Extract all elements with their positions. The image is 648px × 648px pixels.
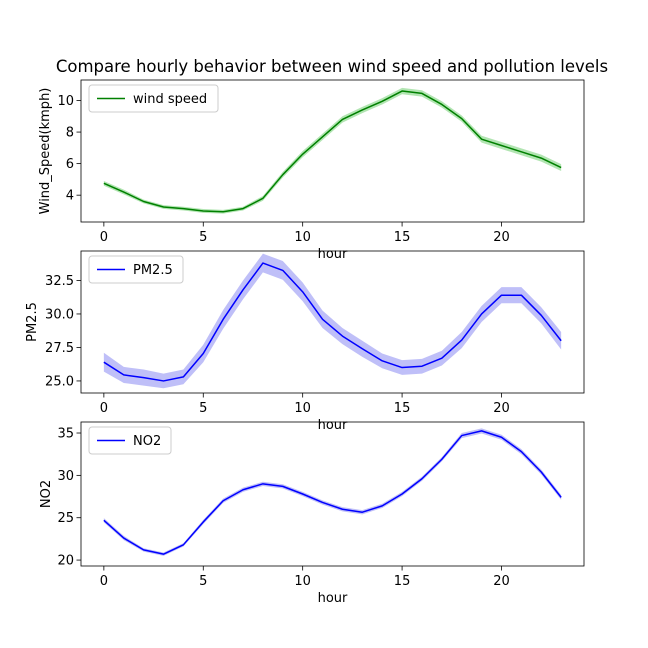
y-tick-label-2-1: 25: [57, 511, 74, 526]
axes-frame-2: [80, 421, 585, 567]
x-tick-label-0-0: 0: [100, 230, 108, 245]
chart-panel-1: 0 5 10 15 20 25.0 27.5 30.0 32.5 hour PM2.5 PM2.5: [25, 250, 585, 433]
y-axis-label-1: PM2.5: [25, 302, 40, 342]
y-tick-label-1-0: 25.0: [45, 374, 74, 389]
x-tick-label-0-1: 5: [199, 230, 207, 245]
x-tick-label-1-4: 20: [493, 401, 510, 416]
legend-label-0-0: wind speed: [133, 92, 207, 107]
series-line-1-0: [103, 262, 562, 382]
legend-label-2-0: NO2: [133, 434, 161, 449]
y-tick-label-2-3: 35: [57, 427, 74, 442]
x-tick-label-2-3: 15: [394, 574, 411, 589]
figure-title: Compare hourly behavior between wind spe…: [56, 57, 608, 76]
y-tick-label-0-1: 6: [66, 157, 74, 172]
axes-frame-1: [80, 250, 585, 394]
y-tick-label-1-2: 30.0: [45, 307, 74, 322]
x-tick-label-2-4: 20: [493, 574, 510, 589]
chart-panel-0: 0 5 10 15 20 4 6 8 10 hour Wind_Speed(kmph) wind sp…: [38, 79, 585, 262]
y-tick-label-2-0: 20: [57, 554, 74, 569]
x-axis-label-0: hour: [318, 247, 348, 262]
y-tick-label-2-2: 30: [57, 469, 74, 484]
legend-box-2: [88, 426, 172, 455]
x-tick-label-2-0: 0: [100, 574, 108, 589]
y-tick-label-1-3: 32.5: [45, 274, 74, 289]
x-axis-label-1: hour: [318, 418, 348, 433]
y-tick-label-0-2: 8: [66, 126, 74, 141]
x-tick-label-1-3: 15: [394, 401, 411, 416]
chart-panel-2: 0 5 10 15 20 20 25 30 35 hour NO2 NO2: [39, 421, 585, 606]
x-tick-label-1-2: 10: [294, 401, 311, 416]
legend-box-1: [88, 255, 184, 284]
series-band-2-0: [103, 428, 562, 556]
y-tick-label-1-1: 27.5: [45, 341, 74, 356]
x-tick-label-0-2: 10: [294, 230, 311, 245]
y-axis-label-0: Wind_Speed(kmph): [38, 88, 53, 215]
legend-box-0: [88, 84, 219, 113]
series-line-2-0: [103, 430, 562, 555]
x-tick-label-2-2: 10: [294, 574, 311, 589]
y-axis-label-2: NO2: [39, 480, 54, 508]
x-tick-label-0-3: 15: [394, 230, 411, 245]
series-line-0-0: [103, 90, 562, 213]
legend-label-1-0: PM2.5: [133, 263, 173, 278]
axes-frame-0: [80, 79, 585, 223]
x-tick-label-1-1: 5: [199, 401, 207, 416]
x-tick-label-2-1: 5: [199, 574, 207, 589]
x-tick-label-0-4: 20: [493, 230, 510, 245]
x-axis-label-2: hour: [318, 591, 348, 606]
y-tick-label-0-3: 10: [57, 94, 74, 109]
x-tick-label-1-0: 0: [100, 401, 108, 416]
y-tick-label-0-0: 4: [66, 189, 74, 204]
